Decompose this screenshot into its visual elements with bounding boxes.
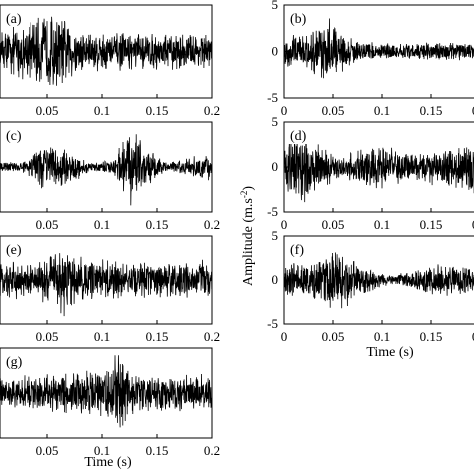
x-tick-label: 0.1 (374, 217, 390, 232)
x-tick-label: 0.05 (36, 443, 59, 458)
x-tick-label: 0.05 (322, 329, 345, 344)
x-tick-label: 0.2 (472, 329, 474, 344)
signal-trace-e (0, 253, 212, 317)
panel-label-backing (4, 240, 30, 258)
signal-trace-a (0, 16, 212, 86)
x-tick-label: 0.15 (420, 217, 443, 232)
panel-label: (f) (290, 243, 304, 258)
signal-trace-g (0, 355, 212, 428)
panel-label-backing (288, 240, 314, 258)
y-tick-label: 5 (272, 228, 279, 243)
x-tick-label: 0 (281, 329, 288, 344)
panel-b: 00.050.10.150.2-505(b) (267, 0, 474, 118)
x-axis-label-left: Time (s) (84, 455, 132, 470)
y-tick-label: 0 (272, 272, 279, 287)
x-tick-label: 0.15 (146, 443, 169, 458)
y-tick-label: -5 (267, 90, 278, 105)
x-tick-label: 0.15 (420, 103, 443, 118)
x-tick-label: 0.2 (204, 217, 220, 232)
x-tick-label: 0 (281, 217, 288, 232)
panel-f: 00.050.10.150.2-505(f) (267, 228, 474, 344)
x-tick-label: 0.15 (146, 329, 169, 344)
x-tick-label: 0.2 (204, 329, 220, 344)
x-tick-label: 0 (281, 103, 288, 118)
axes-frame-e (0, 235, 213, 325)
signal-trace-f (284, 252, 474, 309)
panel-c: 0.05 0.1 0.15 0.2 (c) (0, 121, 220, 232)
panel-label-backing (4, 126, 30, 144)
panel-label-backing (288, 126, 314, 144)
x-tick-label: 0.05 (36, 103, 59, 118)
x-tick-label: 0.15 (146, 103, 169, 118)
panel-label: (g) (6, 355, 23, 370)
panel-d: 00.050.10.150.2-505(d) (267, 114, 474, 232)
x-tick-label: 0.2 (472, 103, 474, 118)
panel-label: (b) (290, 12, 307, 27)
y-tick-label: 0 (272, 44, 279, 59)
x-tick-label: 0.05 (322, 217, 345, 232)
x-tick-label: 0.1 (94, 329, 110, 344)
x-tick-label: 0.2 (472, 217, 474, 232)
panel-label-backing (288, 9, 314, 27)
panel-e: 0.05 0.1 0.15 0.2 (e) (0, 235, 220, 344)
axes-frame-g (0, 347, 213, 439)
x-tick-label: 0.1 (94, 443, 110, 458)
panel-a: 0.05 0.1 0.15 0.2 (a) (0, 4, 220, 118)
y-tick-label: 5 (272, 0, 279, 12)
panel-label: (a) (6, 12, 22, 27)
panel-g: 0.05 0.1 0.15 0.2 (g) (0, 347, 220, 458)
panel-label: (e) (6, 243, 22, 258)
x-tick-label: 0.1 (94, 217, 110, 232)
axes-frame-a (0, 4, 213, 99)
x-tick-label: 0.1 (374, 329, 390, 344)
x-tick-label: 0.15 (420, 329, 443, 344)
signal-trace-b (284, 18, 474, 79)
x-tick-label: 0.1 (374, 103, 390, 118)
panel-label: (c) (6, 129, 22, 144)
x-tick-label: 0.05 (36, 217, 59, 232)
x-tick-label: 0.2 (204, 443, 220, 458)
x-tick-label: 0.05 (36, 329, 59, 344)
y-tick-label: -5 (267, 316, 278, 331)
signal-trace-c (0, 134, 212, 206)
x-tick-label: 0.05 (322, 103, 345, 118)
y-tick-label: -5 (267, 204, 278, 219)
shared-y-axis-label: Amplitude (m.s-2) (239, 186, 256, 286)
panel-label-backing (4, 352, 30, 370)
panel-label-backing (4, 9, 30, 27)
axes-frame-c (0, 121, 213, 213)
y-tick-label: 5 (272, 114, 279, 129)
x-tick-label: 0.15 (146, 217, 169, 232)
y-tick-label: 0 (272, 159, 279, 174)
x-tick-label: 0.1 (94, 103, 110, 118)
signal-trace-d (284, 138, 474, 203)
panel-label: (d) (290, 129, 307, 144)
x-tick-label: 0.2 (204, 103, 220, 118)
x-axis-label-right: Time (s) (366, 345, 414, 360)
